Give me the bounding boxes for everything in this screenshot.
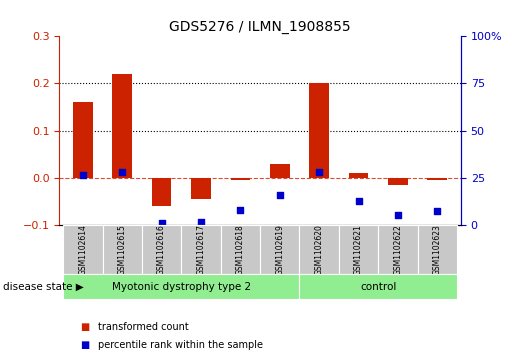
Text: GSM1102614: GSM1102614 (78, 224, 88, 275)
Bar (63, 274, 299, 299)
Point (197, 219, 205, 225)
Bar (181, 225, 221, 274)
Text: control: control (360, 282, 397, 292)
Bar (102, 225, 142, 274)
Bar (152, 178, 171, 206)
Bar (349, 173, 368, 178)
Point (394, 212, 402, 217)
Bar (73, 102, 93, 178)
Text: GSM1102615: GSM1102615 (118, 224, 127, 275)
Bar (388, 178, 408, 185)
Bar (260, 225, 299, 274)
Title: GDS5276 / ILMN_1908855: GDS5276 / ILMN_1908855 (169, 20, 351, 34)
Text: GSM1102619: GSM1102619 (275, 224, 284, 275)
Bar (299, 274, 457, 299)
Point (276, 192, 284, 198)
Point (354, 197, 363, 203)
Text: ■: ■ (80, 322, 89, 332)
Bar (191, 178, 211, 199)
Text: disease state ▶: disease state ▶ (3, 282, 83, 292)
Bar (310, 83, 329, 178)
Text: percentile rank within the sample: percentile rank within the sample (98, 340, 263, 350)
Point (433, 208, 441, 214)
Point (79, 172, 87, 178)
Text: transformed count: transformed count (98, 322, 188, 332)
Bar (418, 225, 457, 274)
Bar (339, 225, 378, 274)
Text: GSM1102616: GSM1102616 (157, 224, 166, 275)
Bar (427, 178, 447, 180)
Point (315, 169, 323, 175)
Text: GSM1102622: GSM1102622 (393, 224, 402, 275)
Point (236, 207, 245, 213)
Bar (378, 225, 418, 274)
Bar (299, 225, 339, 274)
Text: Myotonic dystrophy type 2: Myotonic dystrophy type 2 (112, 282, 251, 292)
Bar (63, 225, 102, 274)
Point (118, 169, 126, 175)
Text: GSM1102623: GSM1102623 (433, 224, 442, 275)
Bar (112, 74, 132, 178)
Bar (270, 164, 289, 178)
Text: GSM1102621: GSM1102621 (354, 224, 363, 275)
Text: ■: ■ (80, 340, 89, 350)
Bar (231, 178, 250, 180)
Point (158, 220, 166, 226)
Text: GSM1102617: GSM1102617 (197, 224, 205, 275)
Bar (221, 225, 260, 274)
Bar (142, 225, 181, 274)
Text: GSM1102618: GSM1102618 (236, 224, 245, 275)
Text: GSM1102620: GSM1102620 (315, 224, 323, 275)
